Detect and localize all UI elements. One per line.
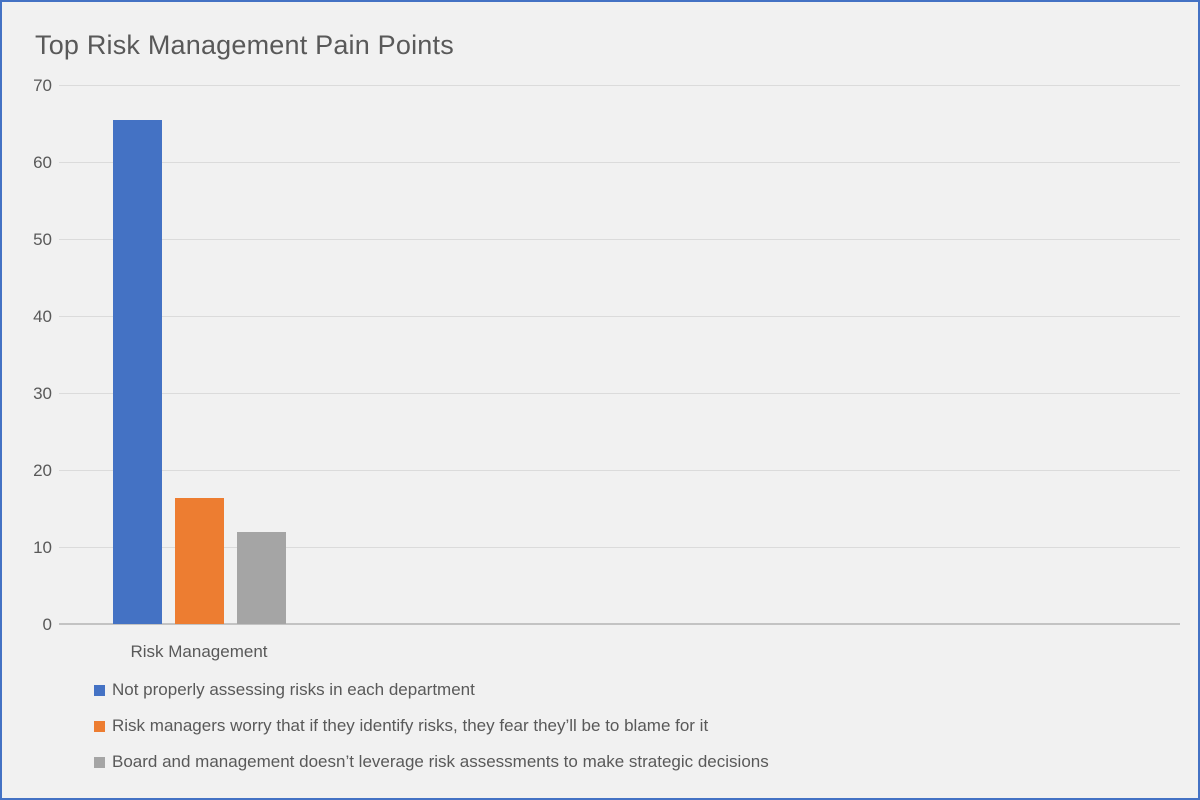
bar-series-2 [175,498,224,624]
gridline-30 [59,393,1180,394]
legend-marker-icon [94,684,105,696]
legend-item-label: Board and management doesn’t leverage ri… [112,752,769,771]
legend-item-2: Risk managers worry that if they identif… [94,714,769,738]
y-axis-tick-label-10: 10 [33,538,52,557]
x-axis-category-label: Risk Management [130,642,268,661]
gridline-50 [59,239,1180,240]
legend-item-label: Not properly assessing risks in each dep… [112,680,475,699]
chart-legend: Not properly assessing risks in each dep… [94,678,769,786]
bar-series-3 [237,531,286,624]
y-axis-tick-label-30: 30 [33,384,52,403]
y-axis-tick-label-0: 0 [42,615,52,634]
legend-item-label: Risk managers worry that if they identif… [112,716,709,735]
gridline-10 [59,547,1180,548]
y-axis-tick-label-60: 60 [33,153,52,172]
gridline-20 [59,470,1180,471]
y-axis-tick-label-50: 50 [33,230,52,249]
gridline-70 [59,85,1180,86]
legend-marker-icon [94,720,105,732]
legend-item-3: Board and management doesn’t leverage ri… [94,750,769,774]
bar-series-1 [113,119,162,624]
legend-marker-icon [94,756,105,768]
gridline-60 [59,162,1180,163]
gridline-40 [59,316,1180,317]
y-axis-tick-label-20: 20 [33,461,52,480]
legend-item-1: Not properly assessing risks in each dep… [94,678,769,702]
y-axis-tick-label-70: 70 [33,76,52,95]
x-axis-line [59,623,1180,625]
chart-title: Top Risk Management Pain Points [35,30,454,60]
y-axis-tick-label-40: 40 [33,307,52,326]
